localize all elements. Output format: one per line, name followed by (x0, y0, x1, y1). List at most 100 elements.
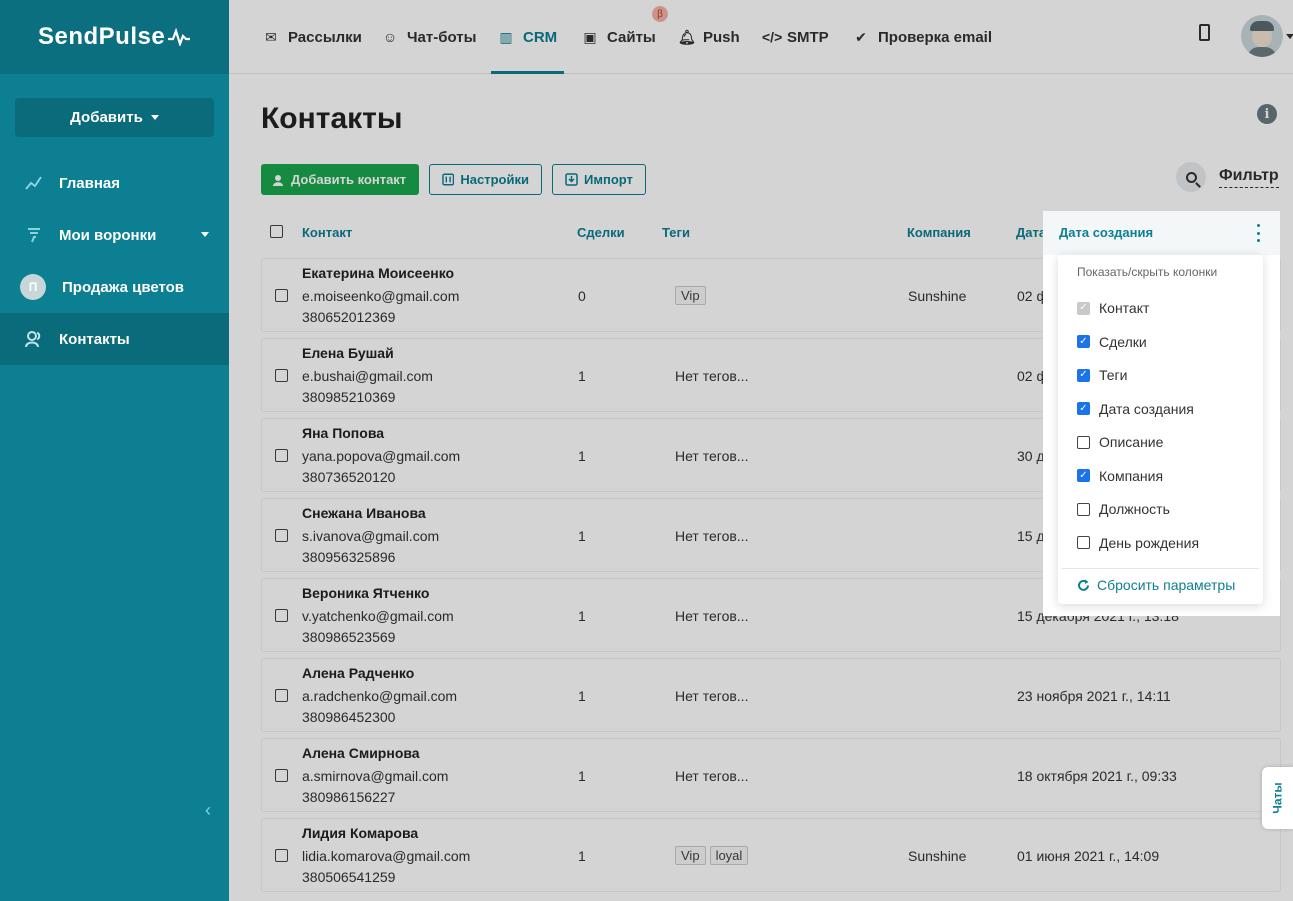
tab-smtp[interactable]: </> SMTP (762, 0, 829, 74)
column-option[interactable]: ✓ Компания (1077, 468, 1163, 484)
sidebar-item-flowers[interactable]: П Продажа цветов (0, 261, 229, 313)
table-row[interactable]: Алена Смирнова a.smirnova@gmail.com 380986… (261, 738, 1281, 812)
add-contact-button[interactable]: Добавить контакт (261, 164, 419, 195)
search-button[interactable] (1176, 162, 1206, 192)
no-tags-text[interactable]: Нет тегов... (675, 608, 749, 624)
sidebar-nav: Главная Мои воронки П Продажа цветов Кон… (0, 157, 229, 365)
import-button[interactable]: Импорт (552, 164, 646, 195)
contact-name[interactable]: Елена Бушай (302, 345, 394, 361)
column-option[interactable]: ✓ Контакт (1077, 300, 1149, 316)
sidebar-item-label: Контакты (59, 330, 130, 348)
more-vertical-icon[interactable] (1257, 224, 1261, 242)
tab-mailings[interactable]: ✉ Рассылки (263, 0, 362, 74)
column-checkbox[interactable]: ✓ (1077, 301, 1090, 315)
info-icon[interactable]: i (1257, 104, 1277, 124)
column-checkbox[interactable] (1077, 435, 1090, 449)
column-option[interactable]: Описание (1077, 434, 1163, 450)
avatar-icon: П (20, 274, 46, 300)
reset-label: Сбросить параметры (1097, 577, 1236, 593)
website-icon: ▣ (583, 28, 597, 45)
column-checkbox[interactable] (1077, 502, 1090, 516)
header-deals[interactable]: Сделки (577, 225, 625, 240)
sidebar-item-funnels[interactable]: Мои воронки (0, 209, 229, 261)
table-row[interactable]: Алена Радченко a.radchenko@gmail.com 38098… (261, 658, 1281, 732)
column-option[interactable]: ✓ Теги (1077, 367, 1127, 383)
company-name: Sunshine (908, 848, 967, 864)
add-button[interactable]: Добавить (15, 98, 214, 137)
row-checkbox[interactable] (275, 849, 288, 862)
filter-button[interactable]: Фильтр (1219, 167, 1279, 188)
column-option[interactable]: Должность (1077, 501, 1170, 517)
column-option-label: День рождения (1099, 534, 1200, 551)
sidebar-item-label: Продажа цветов (62, 278, 185, 296)
row-checkbox[interactable] (275, 529, 288, 542)
tags-cell: Нет тегов... (675, 766, 748, 784)
tab-email-verify[interactable]: ✔ Проверка email (853, 0, 992, 74)
caret-down-icon[interactable] (1286, 34, 1293, 39)
chats-tab[interactable]: Чаты (1262, 767, 1293, 829)
tab-chatbots[interactable]: ☺ Чат-боты (382, 0, 477, 74)
contact-phone: 380506541259 (302, 869, 396, 885)
logo[interactable]: SendPulse (0, 0, 229, 74)
column-checkbox[interactable]: ✓ (1077, 469, 1090, 482)
column-checkbox[interactable]: ✓ (1077, 402, 1090, 415)
settings-label: Настройки (460, 172, 529, 187)
contact-phone: 380736520120 (302, 469, 396, 485)
contact-name[interactable]: Вероника Ятченко (302, 585, 430, 601)
contact-name[interactable]: Снежана Иванова (302, 505, 426, 521)
chatbot-icon: ☺ (382, 29, 398, 45)
header-company[interactable]: Компания (907, 225, 971, 240)
tab-label: CRM (523, 28, 558, 46)
contact-phone: 380986523569 (302, 629, 396, 645)
table-row[interactable]: Лидия Комарова lidia.komarova@gmail.com 38… (261, 818, 1281, 892)
sidebar-item-home[interactable]: Главная (0, 157, 229, 209)
row-checkbox[interactable] (275, 609, 288, 622)
column-checkbox[interactable]: ✓ (1077, 335, 1090, 348)
column-checkbox[interactable]: ✓ (1077, 368, 1090, 382)
header-tags[interactable]: Теги (662, 225, 690, 240)
no-tags-text[interactable]: Нет тегов... (675, 448, 749, 464)
contact-name[interactable]: Лидия Комарова (302, 825, 419, 841)
mobile-icon[interactable] (1199, 24, 1210, 41)
contact-name[interactable]: Яна Попова (302, 425, 385, 441)
contact-phone: 380652012369 (302, 309, 396, 325)
header-contact[interactable]: Контакт (302, 225, 353, 240)
contact-email: yana.popova@gmail.com (302, 448, 461, 464)
sidebar-item-contacts[interactable]: Контакты (0, 313, 229, 365)
tag-badge: Vip (675, 846, 706, 865)
no-tags-text[interactable]: Нет тегов... (675, 368, 749, 384)
row-checkbox[interactable] (275, 769, 288, 782)
tab-sites[interactable]: ▣ Сайты (582, 0, 655, 74)
header-created[interactable]: Дата создания (1059, 225, 1154, 240)
contact-email: lidia.komarova@gmail.com (302, 848, 471, 864)
contact-name[interactable]: Алена Радченко (302, 665, 415, 681)
row-checkbox[interactable] (275, 689, 288, 702)
caret-down-icon (150, 115, 159, 120)
divider (1062, 568, 1259, 569)
contact-email: a.radchenko@gmail.com (302, 688, 458, 704)
no-tags-text[interactable]: Нет тегов... (675, 768, 749, 784)
user-avatar[interactable] (1241, 15, 1283, 57)
sidebar: SendPulse Добавить Главная Мои воронки П… (0, 0, 229, 901)
reset-columns-button[interactable]: Сбросить параметры (1077, 577, 1235, 593)
tab-push[interactable]: 🔔︎ Push (678, 0, 740, 74)
contact-name[interactable]: Екатерина Моисеенко (302, 265, 455, 281)
select-all-checkbox[interactable] (270, 225, 283, 238)
row-checkbox[interactable] (275, 369, 288, 382)
contact-name[interactable]: Алена Смирнова (302, 745, 420, 761)
tab-crm[interactable]: ▥ CRM (490, 0, 565, 74)
row-checkbox[interactable] (275, 449, 288, 462)
column-checkbox[interactable] (1077, 536, 1090, 549)
crm-icon: ▥ (499, 28, 513, 45)
collapse-sidebar-icon[interactable]: ‹ (205, 800, 211, 820)
column-option[interactable]: День рождения (1077, 535, 1199, 551)
contact-phone: 380986156227 (302, 789, 396, 805)
created-date: 01 июня 2021 г., 14:09 (1017, 848, 1160, 864)
tab-label: Чат-боты (407, 28, 477, 46)
settings-button[interactable]: Настройки (429, 164, 542, 195)
row-checkbox[interactable] (275, 289, 288, 302)
column-option[interactable]: ✓ Сделки (1077, 334, 1147, 350)
no-tags-text[interactable]: Нет тегов... (675, 688, 749, 704)
column-option[interactable]: ✓ Дата создания (1077, 401, 1194, 417)
no-tags-text[interactable]: Нет тегов... (675, 528, 749, 544)
